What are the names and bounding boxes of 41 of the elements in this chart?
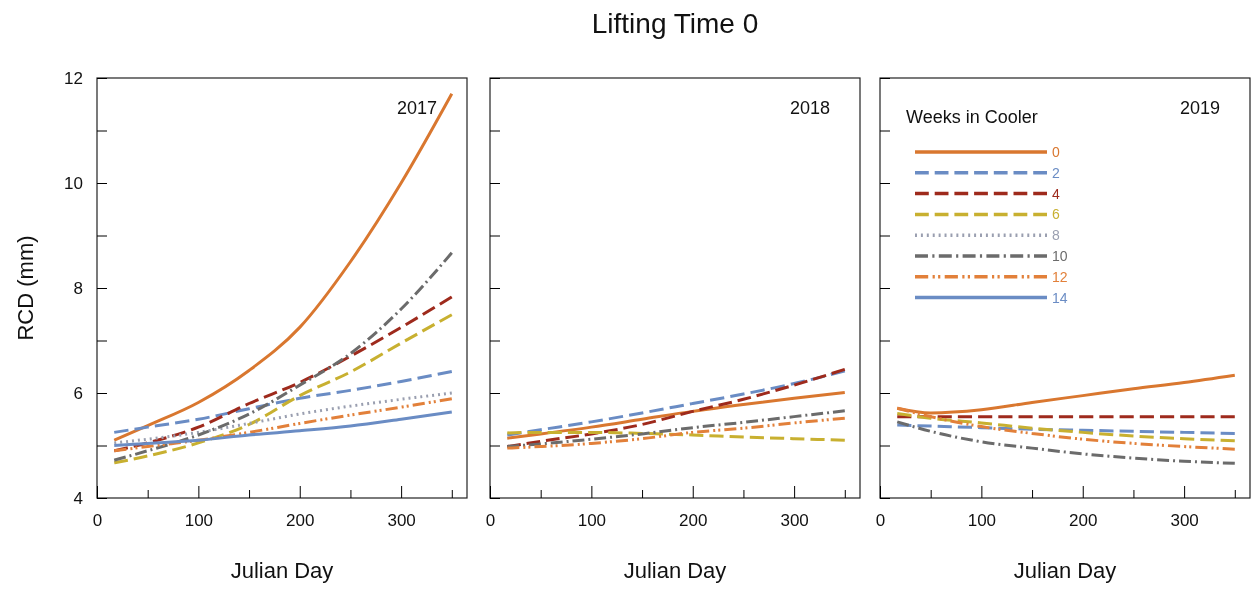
x-tick-label: 300	[1170, 511, 1199, 531]
x-axis-title: Julian Day	[230, 558, 334, 583]
annotation: 2019	[1179, 98, 1220, 118]
line-series	[112, 251, 454, 462]
legend-title: Weeks in Cooler	[906, 107, 1038, 127]
x-tick-label: 200	[1069, 511, 1098, 531]
text: 6	[1052, 206, 1060, 223]
text: 0	[1052, 144, 1060, 160]
legend-label: 8	[1052, 227, 1060, 244]
text: 12	[1052, 268, 1068, 285]
y-tick-label: 10	[64, 173, 83, 193]
line-series	[112, 410, 454, 447]
x-tick-label: 100	[577, 511, 607, 531]
chart-title: Lifting Time 0	[591, 8, 759, 39]
y-tick-label: 8	[73, 278, 83, 298]
annotation: 2017	[396, 98, 437, 118]
x-tick-label: 300	[780, 511, 809, 531]
line-series	[112, 397, 454, 453]
x-tick-label: 200	[679, 511, 708, 531]
legend-label: 14	[1052, 289, 1068, 306]
x-tick-label: 0	[485, 511, 496, 531]
y-tick-label: 12	[64, 68, 83, 88]
line-series	[112, 313, 454, 465]
x-tick-label: 0	[875, 511, 886, 531]
x-tick-label: 0	[92, 511, 103, 531]
y-tick-label: 4	[73, 488, 83, 508]
x-tick-label: 100	[184, 511, 214, 531]
x-tick-label: 200	[286, 511, 315, 531]
text: 2	[1052, 164, 1060, 181]
y-tick-label: 6	[73, 383, 83, 403]
x-axis-title: Julian Day	[1013, 558, 1117, 583]
x-tick-label: 300	[387, 511, 416, 531]
line-series	[112, 369, 454, 434]
x-tick-label: 100	[967, 511, 997, 531]
line-series	[112, 391, 454, 445]
x-axis-title: Julian Day	[623, 558, 727, 583]
text: 4	[1052, 185, 1060, 202]
text: 10	[1052, 248, 1068, 264]
y-axis-title: RCD (mm)	[13, 235, 38, 341]
annotation: 2018	[789, 98, 830, 118]
line-series	[112, 92, 454, 442]
